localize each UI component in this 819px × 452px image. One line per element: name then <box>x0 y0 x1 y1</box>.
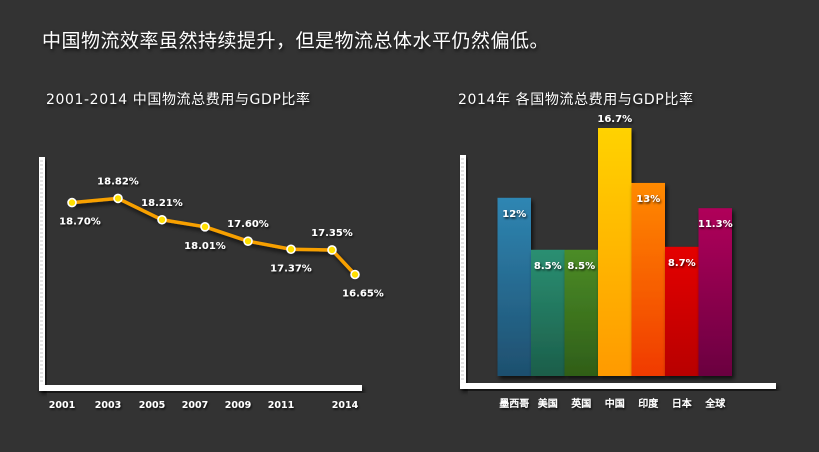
data-point <box>286 244 296 255</box>
category-label: 中国 <box>605 397 625 410</box>
x-axis <box>39 385 362 391</box>
line-chart: 18.70% 2001 18.82% 2003 18.21% 2005 18.01% 2007… <box>39 157 384 411</box>
bar-chart-title: 2014年 各国物流总费用与GDP比率 <box>458 92 694 108</box>
line-chart-title: 2001-2014 中国物流总费用与GDP比率 <box>46 92 311 108</box>
data-point <box>243 236 253 246</box>
bar <box>665 246 699 376</box>
x-tick-label: 2009 <box>225 400 251 411</box>
bar <box>531 249 565 376</box>
data-point <box>157 214 167 225</box>
category-label: 英国 <box>570 397 591 410</box>
data-label: 18.01% <box>184 241 226 252</box>
x-tick-label: 2001 <box>49 400 75 411</box>
x-axis <box>460 383 776 389</box>
series-line <box>71 196 357 276</box>
data-label: 17.37% <box>270 263 312 274</box>
data-point <box>200 222 210 232</box>
data-label: 16.65% <box>342 289 384 300</box>
bar-value-label: 11.3% <box>698 219 733 230</box>
x-tick-label: 2005 <box>139 400 165 411</box>
bar-value-label: 16.7% <box>597 114 632 125</box>
y-axis <box>39 157 45 391</box>
data-point <box>327 245 337 255</box>
data-label: 17.35% <box>311 228 353 239</box>
bar <box>497 197 531 376</box>
data-label: 17.60% <box>227 219 269 230</box>
x-tick-label: 2003 <box>95 400 121 411</box>
bar-chart: 12% 墨西哥 8.5% 美国 8.5% 英国 16.7% 中国 13% 印度 8.7% 日本 11.3… <box>460 114 776 410</box>
bar-value-label: 8.5% <box>567 261 595 272</box>
category-label: 美国 <box>538 397 558 410</box>
data-label: 18.70% <box>59 217 101 228</box>
category-label: 印度 <box>638 397 659 410</box>
bar-value-label: 8.5% <box>534 261 562 272</box>
x-tick-label: 2007 <box>182 400 208 411</box>
bar-value-label: 13% <box>636 194 660 205</box>
x-tick-label: 2011 <box>268 400 294 411</box>
bar <box>598 128 632 376</box>
data-label: 18.21% <box>141 198 183 209</box>
data-point <box>67 197 77 208</box>
bar <box>564 249 598 376</box>
category-label: 墨西哥 <box>499 398 529 410</box>
y-axis <box>460 155 466 389</box>
bar-value-label: 12% <box>502 209 526 220</box>
bar-value-label: 8.7% <box>668 258 696 269</box>
bar <box>631 182 665 376</box>
data-point <box>113 193 123 204</box>
data-label: 18.82% <box>97 176 139 187</box>
category-label: 全球 <box>704 397 726 410</box>
category-label: 日本 <box>672 397 693 410</box>
data-point <box>350 269 360 280</box>
headline: 中国物流效率虽然持续提升，但是物流总体水平仍然偏低。 <box>42 30 550 52</box>
x-tick-label: 2014 <box>332 400 359 411</box>
bar <box>698 208 732 376</box>
